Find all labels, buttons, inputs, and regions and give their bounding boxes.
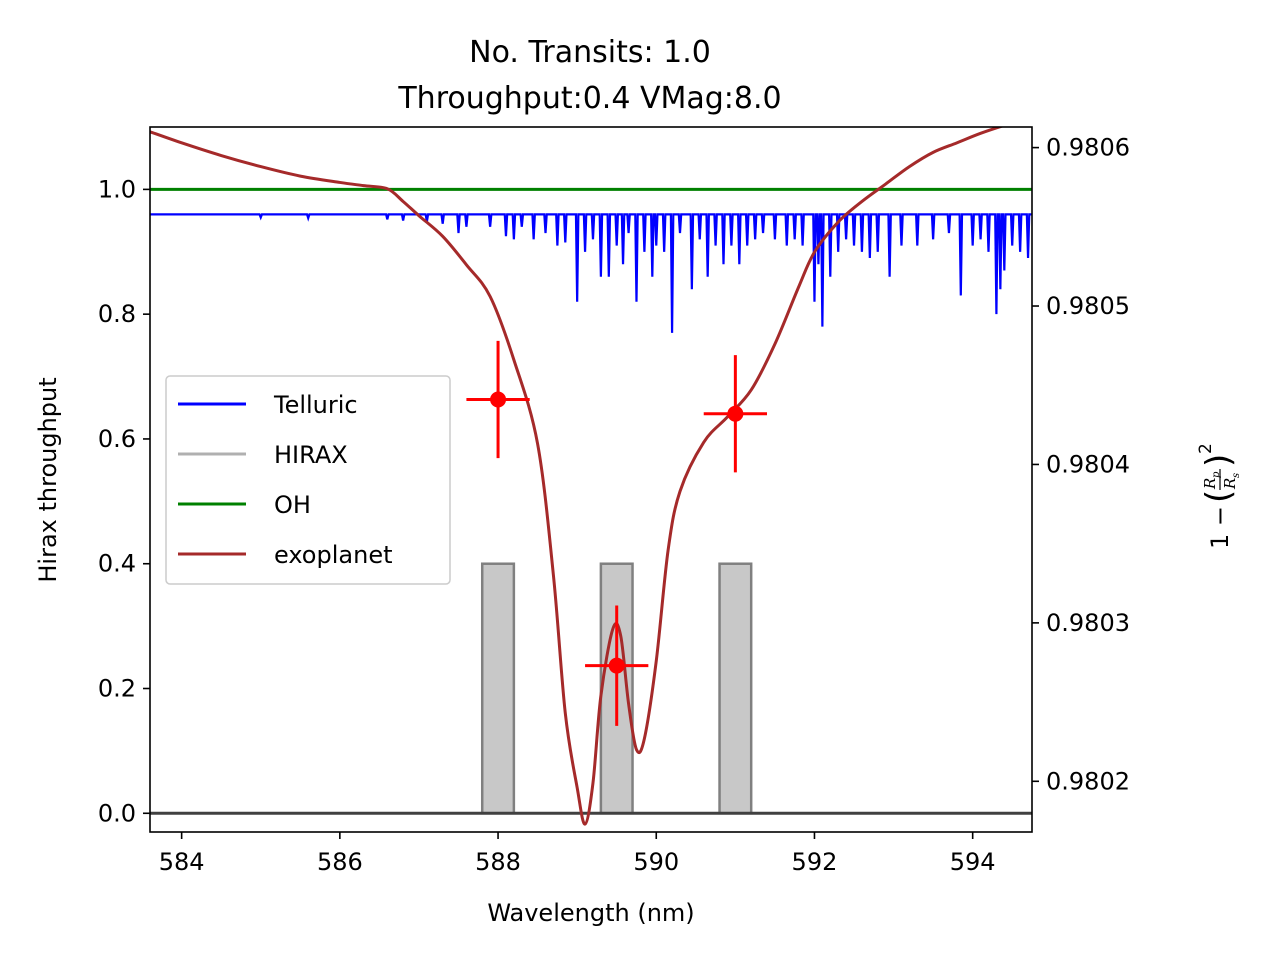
y2-tick-label: 0.9804 — [1046, 450, 1130, 478]
errorbar-point — [466, 340, 530, 459]
x-axis: 584 586 588 590 592 594 — [159, 832, 996, 876]
plot-area — [150, 127, 1032, 826]
x-tick-label: 588 — [475, 848, 521, 876]
errorbar-marker — [490, 391, 507, 408]
legend-label: Telluric — [273, 391, 358, 419]
y-axis-label: Hirax throughput — [34, 377, 62, 582]
y2-label-numerator: R — [1201, 478, 1219, 490]
hirax-series — [150, 562, 1032, 815]
x-tick-label: 592 — [792, 848, 838, 876]
y2-label-power: 2 — [1196, 443, 1216, 454]
y2-tick-label: 0.9806 — [1046, 134, 1130, 162]
x-tick-label: 586 — [317, 848, 363, 876]
errorbar-point — [585, 605, 649, 726]
y-tick-label: 0.6 — [98, 425, 136, 453]
y2-label-close-paren: ) — [1199, 454, 1239, 467]
y2-label-denominator-sub: s — [1231, 473, 1242, 478]
y-tick-label: 0.8 — [98, 300, 136, 328]
y2-tick-label: 0.9805 — [1046, 292, 1130, 320]
legend-box — [165, 375, 451, 585]
errorbar-marker — [608, 657, 625, 674]
exoplanet-line — [150, 127, 1005, 826]
telluric-series — [150, 213, 1032, 333]
x-tick-label: 594 — [950, 848, 996, 876]
y-tick-label: 1.0 — [98, 175, 136, 203]
plot-frame — [149, 126, 1033, 833]
errorbar-point — [703, 355, 768, 473]
x-axis-label: Wavelength (nm) — [487, 899, 694, 927]
errorbar-points — [466, 340, 768, 726]
y2-label-numerator-sub: p — [1211, 471, 1222, 478]
legend-label: OH — [274, 491, 311, 519]
exoplanet-series — [150, 127, 1005, 826]
legend: Telluric HIRAX OH exoplanet — [165, 375, 451, 585]
y-tick-label: 0.0 — [98, 799, 136, 827]
chart-title-line-2: Throughput:0.4 VMag:8.0 — [397, 81, 781, 116]
y2-label-prefix: 1 − — [1206, 506, 1234, 549]
y2-label-denominator: R — [1221, 478, 1239, 490]
y2-label-open-paren: ( — [1199, 490, 1239, 503]
x-tick-label: 590 — [633, 848, 679, 876]
y-axis-left: 0.0 0.2 0.4 0.6 0.8 1.0 — [98, 175, 150, 827]
y-axis-right: 0.9802 0.9803 0.9804 0.9805 0.9806 — [1032, 134, 1130, 795]
y2-tick-label: 0.9803 — [1046, 609, 1130, 637]
chart-title-line-1: No. Transits: 1.0 — [469, 35, 711, 70]
y-tick-label: 0.4 — [98, 550, 136, 578]
errorbar-marker — [727, 405, 744, 422]
telluric-line — [150, 213, 1032, 333]
legend-label: exoplanet — [274, 541, 393, 569]
hirax-band — [718, 562, 753, 815]
legend-label: HIRAX — [274, 441, 348, 469]
y-tick-label: 0.2 — [98, 675, 136, 703]
y2-axis-label: 1 − ( R p R s ) 2 — [1196, 443, 1242, 549]
hirax-band — [480, 562, 516, 815]
x-tick-label: 584 — [159, 848, 205, 876]
y2-tick-label: 0.9802 — [1046, 767, 1130, 795]
